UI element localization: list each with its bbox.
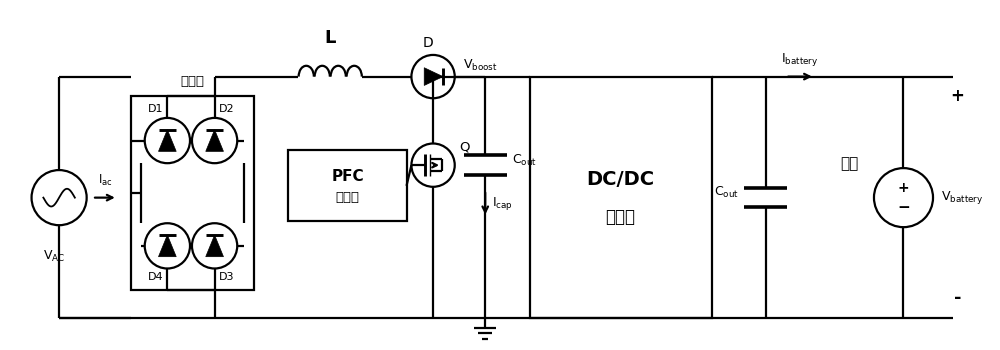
Text: -: -: [954, 289, 961, 307]
Text: D: D: [423, 36, 434, 50]
Text: 控制器: 控制器: [335, 191, 359, 204]
Text: V$_\mathrm{boost}$: V$_\mathrm{boost}$: [463, 57, 497, 73]
Text: Q: Q: [460, 141, 470, 154]
Text: C$_\mathrm{out}$: C$_\mathrm{out}$: [714, 185, 739, 200]
Text: V$_\mathrm{AC}$: V$_\mathrm{AC}$: [43, 249, 65, 264]
Polygon shape: [424, 68, 443, 85]
Polygon shape: [206, 130, 223, 152]
Bar: [288, 150, 407, 221]
Text: +: +: [951, 87, 965, 105]
Text: I$_\mathrm{battery}$: I$_\mathrm{battery}$: [781, 51, 819, 68]
Text: DC/DC: DC/DC: [586, 170, 655, 189]
Text: I$_\mathrm{cap}$: I$_\mathrm{cap}$: [492, 195, 513, 212]
Polygon shape: [159, 235, 176, 257]
Text: +: +: [898, 181, 909, 195]
Text: −: −: [897, 200, 910, 215]
Text: 整流桥: 整流桥: [180, 75, 204, 89]
Text: PFC: PFC: [331, 169, 364, 184]
Text: V$_\mathrm{battery}$: V$_\mathrm{battery}$: [941, 189, 983, 206]
Text: D1: D1: [148, 104, 163, 114]
Polygon shape: [206, 235, 223, 257]
Bar: [530, 77, 712, 318]
Text: D3: D3: [219, 272, 234, 282]
Text: 电池: 电池: [840, 156, 858, 171]
Text: I$_\mathrm{ac}$: I$_\mathrm{ac}$: [98, 173, 112, 188]
Text: L: L: [325, 29, 336, 47]
Text: D4: D4: [148, 272, 163, 282]
Text: 变换器: 变换器: [606, 208, 636, 226]
Text: C$_\mathrm{out}$: C$_\mathrm{out}$: [512, 153, 537, 168]
Text: D2: D2: [219, 104, 234, 114]
Bar: [131, 96, 254, 290]
Polygon shape: [159, 130, 176, 152]
